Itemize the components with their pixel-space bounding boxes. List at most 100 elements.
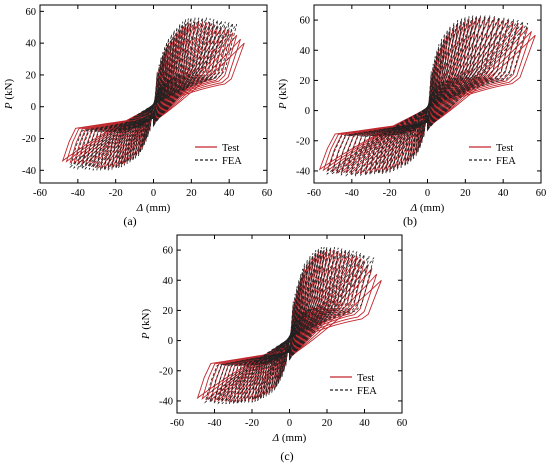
y-tick-label: -40 bbox=[22, 166, 36, 177]
panel-label: (a) bbox=[123, 214, 136, 228]
y-axis-label: P (kN) bbox=[3, 79, 15, 111]
hysteresis-loop bbox=[335, 19, 519, 176]
chart-panel-2: -60 -40 -20 0 20 40 60 -40 -20 0 20 40 60 Δ (mm) P (kN… bbox=[277, 4, 547, 228]
legend-label-test: Test bbox=[222, 143, 239, 154]
x-tick-label: -60 bbox=[307, 188, 321, 199]
chart-panel-1: -60 -40 -20 0 20 40 60 -40 -20 0 20 40 60 Δ (mm) P (kN… bbox=[3, 4, 273, 228]
hysteresis-loop bbox=[204, 257, 375, 404]
hysteresis-loop bbox=[340, 19, 514, 176]
y-axis-label: P (kN) bbox=[140, 309, 152, 341]
y-tick-label: -40 bbox=[296, 166, 310, 177]
hysteresis-loop bbox=[421, 63, 434, 144]
hysteresis-loop bbox=[374, 15, 481, 175]
hysteresis-loop bbox=[331, 25, 524, 173]
hysteresis-loop bbox=[364, 16, 491, 175]
hysteresis-loop bbox=[103, 17, 204, 171]
series-fea bbox=[204, 246, 375, 405]
x-tick-label: 60 bbox=[536, 188, 547, 199]
x-tick-label: -40 bbox=[345, 188, 359, 199]
legend-label-fea: FEA bbox=[496, 156, 516, 167]
hysteresis-loop bbox=[326, 22, 529, 176]
hysteresis-loop bbox=[251, 246, 328, 403]
plot-area bbox=[61, 17, 245, 171]
y-tick-label: 40 bbox=[163, 276, 174, 287]
x-tick-label: 0 bbox=[425, 188, 430, 199]
x-tick-label: 20 bbox=[322, 418, 333, 429]
hysteresis-loop bbox=[377, 15, 478, 175]
y-tick-label: 20 bbox=[26, 70, 37, 81]
hysteresis-loop bbox=[236, 251, 343, 403]
hysteresis-loop bbox=[96, 18, 211, 171]
hysteresis-loop bbox=[92, 19, 215, 171]
hysteresis-loop bbox=[217, 252, 362, 405]
x-tick-label: 40 bbox=[498, 188, 509, 199]
hysteresis-loop bbox=[229, 249, 350, 405]
legend-label-test: Test bbox=[496, 143, 513, 154]
y-tick-label: 20 bbox=[163, 306, 174, 317]
x-tick-label: -60 bbox=[170, 418, 184, 429]
legend: Test FEA bbox=[469, 143, 516, 167]
legend: Test FEA bbox=[330, 373, 377, 397]
y-tick-label: -20 bbox=[22, 134, 36, 145]
y-tick-label: 20 bbox=[300, 76, 311, 87]
hysteresis-loop bbox=[96, 23, 211, 169]
x-axis-label: Δ (mm) bbox=[410, 202, 445, 214]
x-tick-label: 40 bbox=[224, 188, 235, 199]
hysteresis-loop bbox=[209, 255, 370, 404]
hysteresis-loop bbox=[100, 22, 207, 169]
x-tick-label: -20 bbox=[383, 188, 397, 199]
x-axis-label: Δ (mm) bbox=[136, 202, 171, 214]
hysteresis-loop bbox=[132, 30, 175, 161]
x-tick-label: 0 bbox=[287, 418, 292, 429]
y-tick-label: 60 bbox=[300, 16, 311, 27]
hysteresis-loop bbox=[247, 249, 332, 402]
hysteresis-loop bbox=[69, 23, 238, 169]
series-test bbox=[196, 249, 382, 403]
y-tick-label: 60 bbox=[26, 7, 37, 18]
x-tick-label: 20 bbox=[186, 188, 197, 199]
hysteresis-loop bbox=[345, 18, 510, 177]
hysteresis-loop bbox=[340, 21, 515, 174]
hysteresis-loop bbox=[279, 280, 300, 381]
y-tick-label: 0 bbox=[168, 336, 173, 347]
y-tick-label: 0 bbox=[305, 106, 310, 117]
legend-label-fea: FEA bbox=[357, 386, 377, 397]
series-fea bbox=[69, 17, 238, 171]
hysteresis-loop bbox=[359, 16, 496, 176]
x-tick-label: 0 bbox=[151, 188, 156, 199]
x-tick-label: 40 bbox=[359, 418, 370, 429]
y-tick-label: 40 bbox=[26, 39, 37, 50]
hysteresis-loop bbox=[381, 15, 474, 175]
y-tick-label: -20 bbox=[296, 136, 310, 147]
plot-area bbox=[318, 15, 536, 177]
hysteresis-loop bbox=[389, 16, 466, 173]
y-tick-label: -40 bbox=[159, 396, 173, 407]
y-tick-label: -20 bbox=[159, 366, 173, 377]
x-tick-label: -20 bbox=[245, 418, 259, 429]
series-fea bbox=[326, 15, 529, 177]
y-tick-label: 60 bbox=[163, 246, 174, 257]
hysteresis-loop bbox=[410, 33, 445, 162]
y-tick-label: 40 bbox=[300, 46, 311, 57]
x-tick-label: 20 bbox=[460, 188, 471, 199]
x-tick-label: -40 bbox=[208, 418, 222, 429]
legend-label-fea: FEA bbox=[222, 156, 242, 167]
y-tick-label: 0 bbox=[31, 102, 36, 113]
hysteresis-loop bbox=[73, 23, 234, 170]
x-tick-label: 60 bbox=[397, 418, 408, 429]
x-tick-label: 60 bbox=[262, 188, 273, 199]
x-tick-label: -20 bbox=[109, 188, 123, 199]
legend-label-test: Test bbox=[357, 373, 374, 384]
legend: Test FEA bbox=[195, 143, 242, 167]
x-tick-label: -60 bbox=[33, 188, 47, 199]
hysteresis-loop bbox=[107, 17, 200, 171]
panel-label: (c) bbox=[280, 449, 293, 463]
hysteresis-loop bbox=[221, 251, 358, 405]
chart-panel-3: -60 -40 -20 0 20 40 60 -40 -20 0 20 40 60 Δ (mm) P (kN… bbox=[140, 234, 408, 463]
plot-area bbox=[196, 246, 382, 405]
x-axis-label: Δ (mm) bbox=[272, 432, 307, 444]
panel-label: (b) bbox=[403, 214, 417, 228]
y-axis-label: P (kN) bbox=[277, 79, 289, 111]
x-tick-label: -40 bbox=[71, 188, 85, 199]
